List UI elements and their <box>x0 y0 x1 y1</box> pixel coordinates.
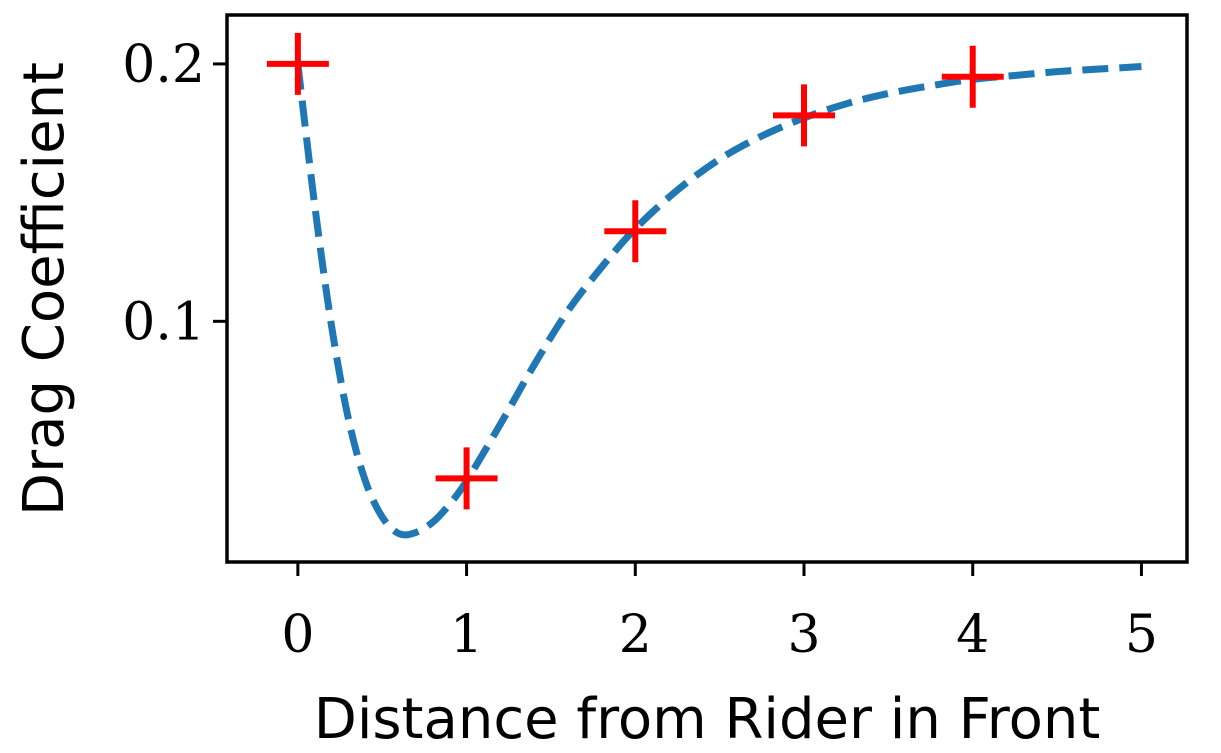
x-tick-label: 2 <box>619 605 652 665</box>
fit-curve-layer <box>294 62 1142 539</box>
x-tick-label: 1 <box>450 605 483 665</box>
fit-curve-line <box>294 62 1142 539</box>
data-point-marker <box>435 447 498 510</box>
data-point-marker <box>604 200 667 263</box>
data-point-marker <box>941 45 1004 108</box>
y-tick-label: 0.1 <box>122 292 205 352</box>
y-axis-label: Drag Coefficient <box>12 62 77 516</box>
data-point-marker <box>266 32 329 95</box>
x-axis: 0 1 2 3 4 5 <box>281 562 1158 665</box>
x-tick-label: 0 <box>281 605 314 665</box>
plot-area-frame <box>225 13 1189 564</box>
data-point-layer <box>266 32 1004 510</box>
x-tick-label: 3 <box>787 605 820 665</box>
x-tick-label: 4 <box>956 605 989 665</box>
y-axis: 0.1 0.2 <box>122 35 227 352</box>
data-point-marker <box>773 84 836 147</box>
y-tick-label: 0.2 <box>122 35 205 95</box>
x-axis-label: Distance from Rider in Front <box>314 687 1101 752</box>
x-tick-label: 5 <box>1125 605 1158 665</box>
